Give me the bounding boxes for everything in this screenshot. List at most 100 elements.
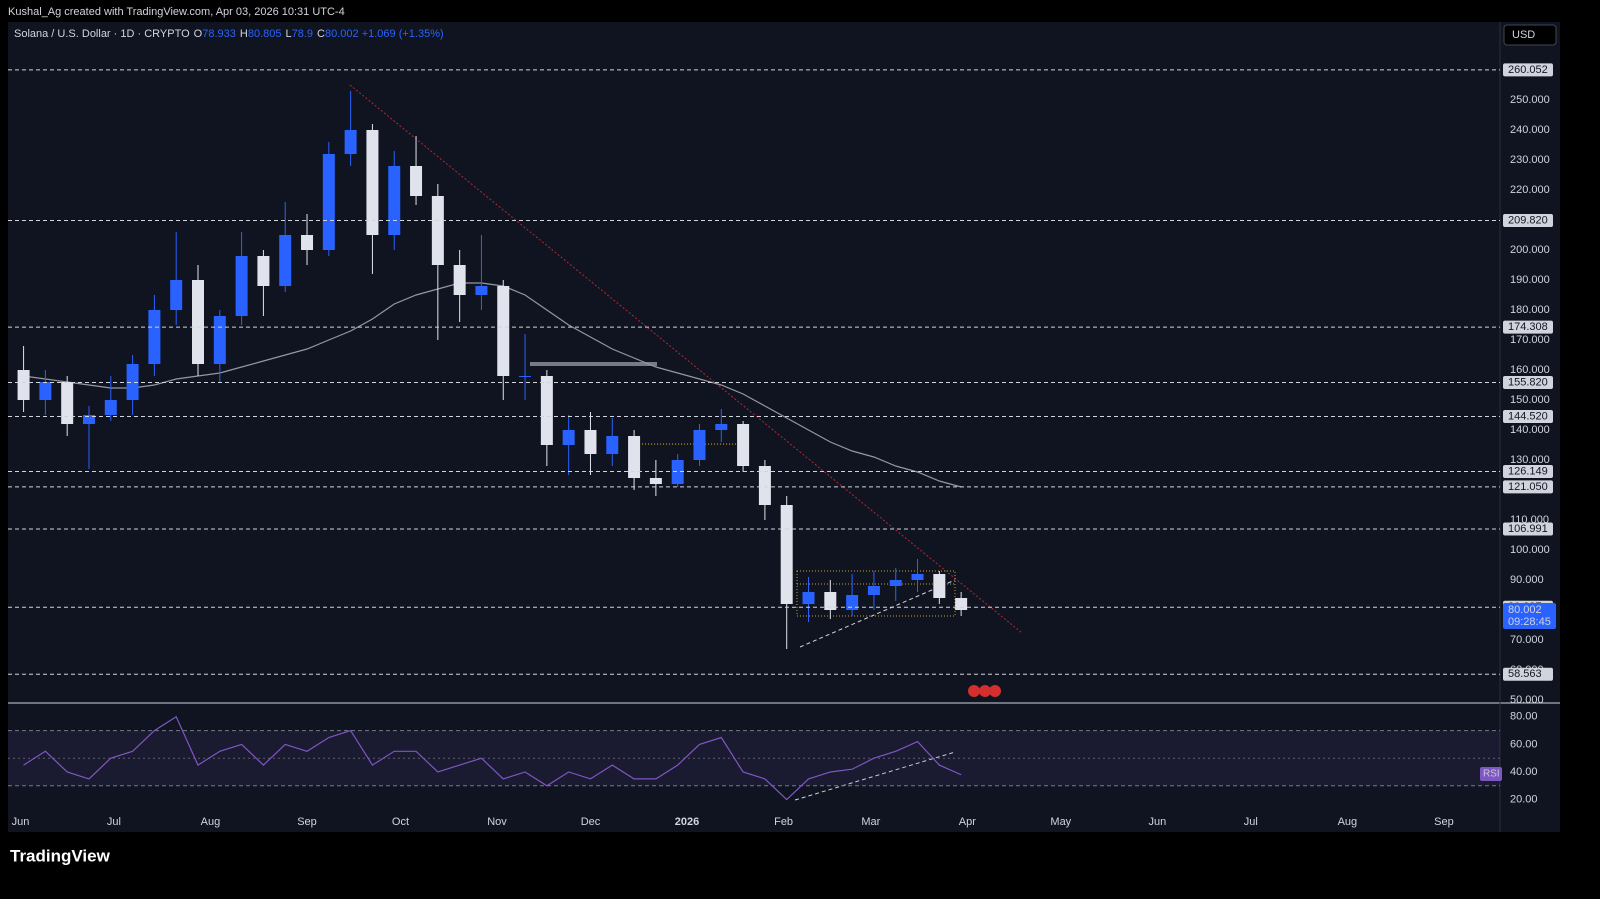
ohlc: O78.933 H80.805 L78.9 C80.002 (190, 28, 359, 40)
x-tick-label: Jun (1148, 816, 1166, 828)
ohlc-value: 80.002 (324, 28, 359, 40)
ohlc-key: O (193, 28, 203, 40)
change: +1.069 (+1.35%) (361, 28, 444, 40)
candle-body (126, 364, 139, 400)
x-tick-label: Feb (774, 816, 793, 828)
ohlc-value: 80.805 (247, 28, 282, 40)
last-price-box (1503, 602, 1556, 629)
y-tick-label: 150.000 (1510, 394, 1550, 406)
candle-body (213, 316, 226, 364)
x-tick-label: Apr (959, 816, 976, 828)
candle-body (344, 130, 357, 154)
candle-body (192, 280, 205, 364)
level-label: 260.052 (1508, 64, 1548, 76)
candle-body (148, 310, 161, 364)
level-label-box (1503, 63, 1553, 77)
y-tick-label: 50.000 (1510, 694, 1544, 706)
ohlc-key: H (239, 28, 248, 40)
y-tick-label: 140.000 (1510, 424, 1550, 436)
candle-body (846, 595, 859, 610)
ohlc-key: C (317, 28, 325, 40)
candle-body (628, 436, 641, 478)
x-tick-label: Sep (1434, 816, 1454, 828)
candle-body (279, 235, 292, 286)
pane (8, 22, 1560, 832)
candle-body (322, 154, 335, 250)
support-line (799, 579, 956, 648)
level-label: 126.149 (1508, 465, 1548, 477)
y-tick-label: 220.000 (1510, 184, 1550, 196)
candle-body (933, 574, 946, 598)
x-tick-label: Aug (1338, 816, 1358, 828)
candle-body (453, 265, 466, 295)
currency[interactable]: USD (1512, 29, 1535, 41)
legend: Solana / U.S. Dollar · 1D · CRYPTO O78.93… (14, 28, 444, 40)
credit: Kushal_Ag created with TradingView.com, … (8, 6, 345, 18)
x-tick-label: Dec (581, 816, 601, 828)
y-tick-label: 230.000 (1510, 154, 1550, 166)
candle-body (497, 286, 510, 376)
countdown: 09:28:45 (1508, 616, 1551, 628)
candle-body (955, 598, 968, 610)
ohlc-value: 78.9 (291, 28, 314, 40)
y-tick-label: 90.000 (1510, 574, 1544, 586)
last-price: 80.002 (1508, 604, 1542, 616)
candle-body (17, 370, 30, 400)
candle-body (649, 478, 662, 484)
x-tick-label: Jul (107, 816, 121, 828)
level-label: 144.520 (1508, 410, 1548, 422)
x-tick-label: 2026 (675, 816, 699, 828)
logo: TradingView (10, 846, 111, 865)
x-tick-label: Mar (861, 816, 880, 828)
candle-body (562, 430, 575, 445)
candle-body (61, 382, 74, 424)
x-tick-label: Oct (392, 816, 409, 828)
level-label-box (1503, 376, 1553, 390)
candle-body (824, 592, 837, 610)
candle-body (584, 430, 597, 454)
candle-body (758, 466, 771, 505)
level-label-box (1503, 409, 1553, 423)
rsi-line (23, 715, 962, 801)
y-tick-label: 130.000 (1510, 454, 1550, 466)
moving-average (23, 282, 962, 488)
candle-body (257, 256, 270, 286)
x-tick-label: May (1050, 816, 1071, 828)
range-box (796, 570, 956, 617)
y-tick-label: 240.000 (1510, 124, 1550, 136)
level-label: 209.820 (1508, 214, 1548, 226)
rsi-tick-label: 60.00 (1510, 738, 1538, 750)
x-tick-label: Jun (12, 816, 30, 828)
candle-body (388, 166, 401, 235)
candle-body (410, 166, 423, 196)
rsi-badge (1480, 767, 1502, 781)
candle-body (715, 424, 728, 430)
candle-body (693, 430, 706, 460)
y-tick-label: 180.000 (1510, 304, 1550, 316)
y-tick-label: 160.000 (1510, 364, 1550, 376)
candle-body (104, 400, 117, 415)
event-icons[interactable] (968, 685, 1001, 697)
candle-body (170, 280, 183, 310)
level-label-box (1503, 214, 1553, 228)
zone (530, 362, 657, 366)
candle-body (802, 592, 815, 604)
ohlc-value: 78.933 (202, 28, 236, 40)
x-tick-label: Nov (487, 816, 507, 828)
rsi-tick-label: 80.00 (1510, 711, 1538, 723)
level-label: 174.308 (1508, 321, 1548, 333)
x-tick-label: Aug (201, 816, 221, 828)
candle-body (366, 130, 379, 235)
candle-body (780, 505, 793, 604)
candle-body (39, 382, 52, 400)
candle-body (82, 415, 95, 424)
currency-button[interactable] (1503, 24, 1557, 46)
candle-body (540, 376, 553, 445)
level-label-box (1503, 667, 1553, 681)
x-tick-label: Jul (1244, 816, 1258, 828)
candle-body (867, 586, 880, 595)
rsi-tick-label: 20.00 (1510, 793, 1538, 805)
candle-body (301, 235, 314, 250)
y-tick-label: 190.000 (1510, 274, 1550, 286)
